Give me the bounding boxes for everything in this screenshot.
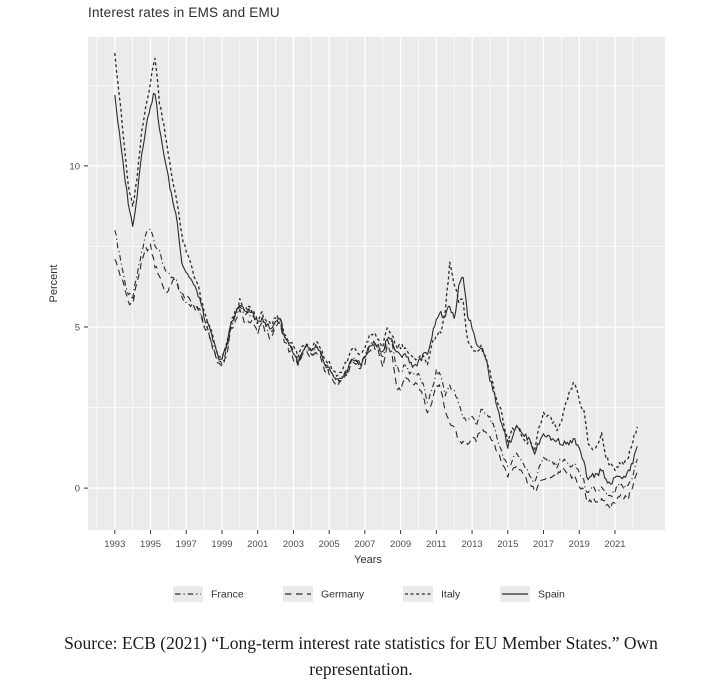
- plot-panel: [88, 37, 665, 530]
- y-tick-label: 0: [75, 484, 80, 495]
- chart-title: Interest rates in EMS and EMU: [88, 5, 280, 20]
- source-caption-line1: Source: ECB (2021) “Long-term interest r…: [64, 633, 658, 653]
- x-tick-label: 2001: [247, 539, 268, 550]
- x-tick-label: 2003: [283, 539, 304, 550]
- x-tick-label: 2019: [569, 539, 590, 550]
- legend-label-germany: Germany: [321, 589, 365, 601]
- legend-label-spain: Spain: [538, 589, 565, 601]
- x-tick-label: 2021: [604, 539, 625, 550]
- x-tick-label: 1993: [104, 539, 125, 550]
- series-line-spain: [114, 92, 638, 485]
- x-tick-label: 2017: [533, 539, 554, 550]
- source-caption-line2: representation.: [309, 659, 413, 679]
- series-line-italy: [114, 53, 638, 472]
- x-tick-label: 1995: [140, 539, 161, 550]
- x-tick-label: 2009: [390, 539, 411, 550]
- source-caption: Source: ECB (2021) “Long-term interest r…: [0, 630, 720, 682]
- x-tick-label: 1999: [211, 539, 232, 550]
- legend-label-italy: Italy: [441, 589, 461, 601]
- x-tick-label: 2013: [462, 539, 483, 550]
- y-tick-label: 10: [69, 161, 80, 172]
- x-tick-label: 2005: [319, 539, 340, 550]
- legend-label-france: France: [211, 589, 244, 601]
- x-tick-label: 1997: [176, 539, 197, 550]
- x-tick-label: 2011: [426, 539, 446, 550]
- y-axis-title: Percent: [48, 265, 60, 303]
- interest-rate-line-chart: 0 5 10 1993 1995 1997 1999 2001 2003 2005 2007 2009…: [48, 37, 665, 602]
- x-tick-label: 2007: [354, 539, 375, 550]
- series-line-germany: [114, 243, 638, 510]
- y-tick-label: 5: [75, 323, 80, 334]
- x-tick-label: 2015: [497, 539, 518, 550]
- x-axis-title: Years: [354, 554, 382, 566]
